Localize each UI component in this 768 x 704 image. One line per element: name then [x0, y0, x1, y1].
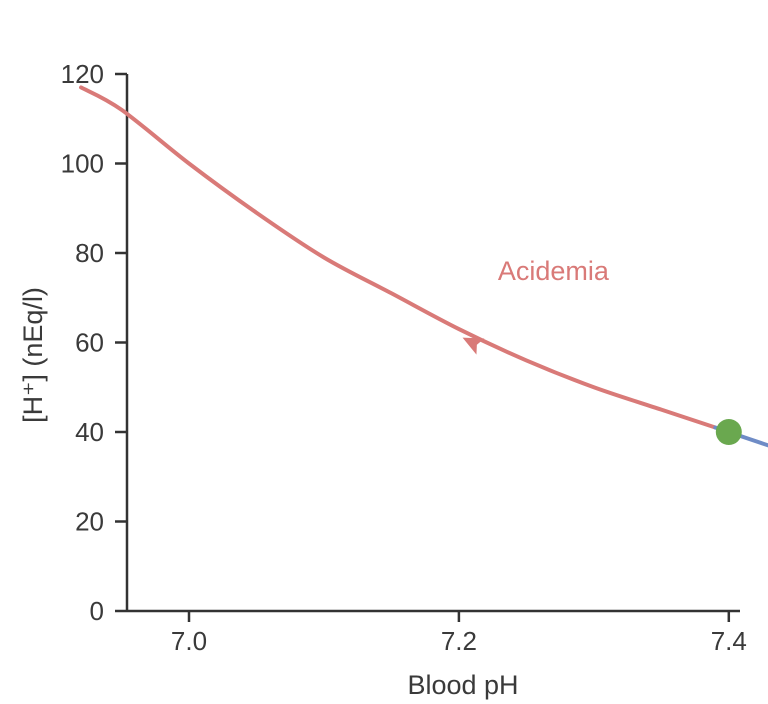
normal-ph-point [715, 419, 742, 445]
acidemia-line [79, 85, 718, 430]
annotations-layer: AcidemiaAlkalemia [498, 256, 610, 286]
y-tick-label: 20 [75, 507, 104, 537]
y-tick-label: 60 [75, 328, 104, 358]
y-tick-label: 0 [90, 596, 104, 626]
acidemia-label: Acidemia [498, 256, 610, 286]
y-tick-label: 120 [61, 59, 104, 89]
y-axis-title: [H⁺] (nEq/l) [18, 287, 48, 423]
alkalemia-line [713, 425, 768, 448]
x-tick-label: 7.0 [171, 626, 207, 656]
x-tick-label: 7.2 [441, 626, 477, 656]
y-tick-label: 40 [75, 417, 104, 447]
series-layer [79, 85, 768, 448]
axes [125, 74, 740, 613]
y-tick-label: 100 [61, 149, 104, 179]
acidemia-arrowhead [462, 337, 485, 355]
x-tick-label: 7.4 [711, 626, 747, 656]
x-axis-title: Blood pH [407, 670, 518, 700]
y-tick-label: 80 [75, 238, 104, 268]
